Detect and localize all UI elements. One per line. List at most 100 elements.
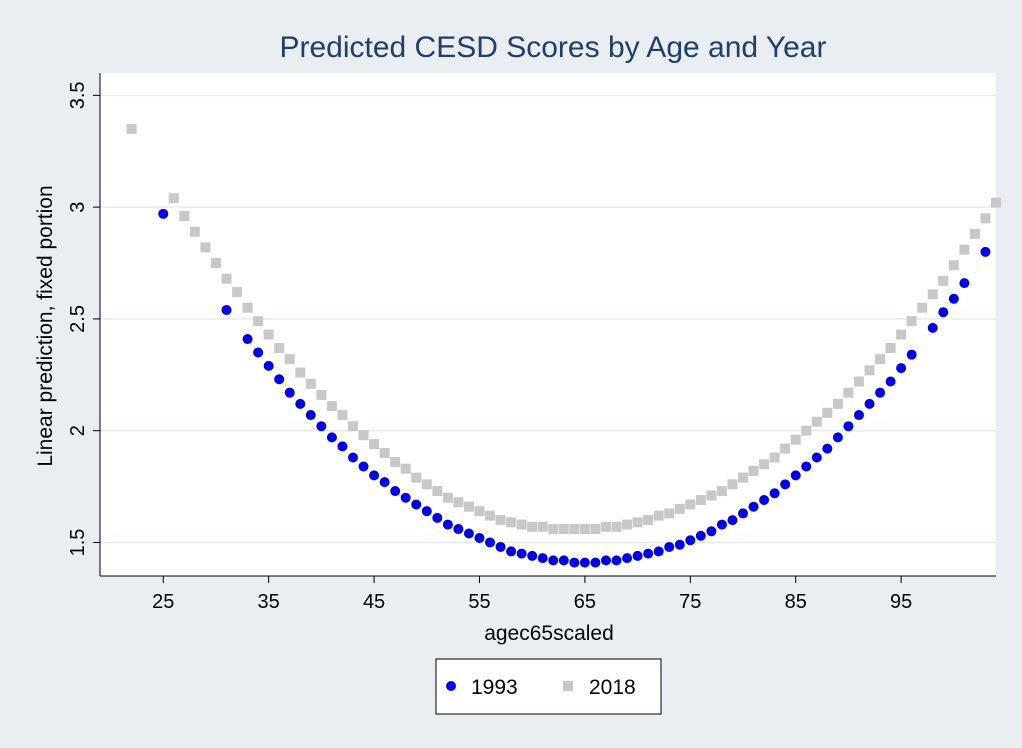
data-point-2018: [463, 501, 474, 512]
data-point-2018: [453, 497, 464, 508]
data-point-1993: [674, 539, 685, 550]
data-point-2018: [875, 354, 886, 365]
data-point-2018: [263, 329, 274, 340]
data-point-1993: [242, 334, 253, 345]
data-point-2018: [927, 289, 938, 300]
data-point-2018: [379, 448, 390, 459]
data-point-1993: [590, 557, 601, 568]
data-point-1993: [369, 470, 380, 481]
data-point-2018: [980, 213, 991, 224]
data-point-1993: [653, 546, 664, 557]
data-point-1993: [927, 322, 938, 333]
data-point-1993: [843, 421, 854, 432]
data-point-2018: [295, 367, 306, 378]
data-point-2018: [801, 425, 812, 436]
data-point-1993: [347, 452, 358, 463]
data-point-2018: [759, 459, 770, 470]
data-point-2018: [442, 492, 453, 503]
data-point-2018: [695, 494, 706, 505]
data-point-2018: [600, 521, 611, 532]
data-point-2018: [906, 316, 917, 327]
data-point-1993: [938, 307, 949, 318]
data-point-2018: [516, 519, 527, 530]
data-point-2018: [569, 524, 580, 535]
data-point-1993: [295, 398, 306, 409]
data-point-2018: [253, 316, 264, 327]
data-point-2018: [179, 211, 190, 222]
x-tick-label: 45: [363, 591, 385, 613]
data-point-1993: [822, 443, 833, 454]
data-point-1993: [738, 508, 749, 519]
data-point-2018: [527, 521, 538, 532]
data-point-1993: [801, 461, 812, 472]
data-point-1993: [305, 410, 316, 421]
data-point-1993: [537, 553, 548, 564]
y-axis-label: Linear prediction, fixed portion: [34, 185, 57, 466]
data-point-1993: [421, 506, 432, 517]
plot-area: [100, 73, 996, 576]
data-point-1993: [263, 360, 274, 371]
chart-title: Predicted CESD Scores by Age and Year: [279, 31, 826, 64]
data-point-1993: [864, 398, 875, 409]
data-point-1993: [569, 557, 580, 568]
data-point-2018: [738, 472, 749, 483]
data-point-2018: [885, 342, 896, 353]
data-point-1993: [685, 535, 696, 546]
data-point-1993: [411, 499, 422, 510]
data-point-1993: [896, 363, 907, 374]
data-point-1993: [474, 532, 485, 543]
data-point-1993: [664, 541, 675, 552]
data-point-1993: [980, 246, 991, 257]
data-point-1993: [432, 512, 443, 523]
data-point-2018: [558, 524, 569, 535]
data-point-1993: [716, 519, 727, 530]
data-point-1993: [485, 537, 496, 548]
data-point-2018: [991, 197, 1001, 208]
x-tick-label: 85: [785, 591, 807, 613]
data-point-2018: [938, 275, 949, 286]
legend-marker-1993: [446, 681, 456, 691]
data-point-2018: [706, 490, 717, 501]
x-tick-label: 35: [258, 591, 280, 613]
data-point-1993: [358, 461, 369, 472]
axes: 25 35 45 55 65 75 85 95 1.5 2 2.5 3 3.5: [67, 73, 996, 613]
data-point-2018: [421, 479, 432, 490]
data-point-1993: [274, 374, 285, 385]
x-tick-label: 55: [468, 591, 490, 613]
data-point-1993: [695, 530, 706, 541]
data-point-1993: [611, 555, 622, 566]
legend-box: [435, 658, 662, 715]
data-point-1993: [453, 524, 464, 535]
data-point-1993: [337, 441, 348, 452]
data-point-1993: [506, 546, 517, 557]
data-points: [126, 123, 1001, 568]
data-point-2018: [790, 434, 801, 445]
data-point-2018: [337, 410, 348, 421]
data-point-1993: [548, 555, 559, 566]
legend: 1993 2018: [435, 658, 662, 715]
data-point-1993: [832, 432, 843, 443]
data-point-2018: [316, 389, 327, 400]
data-point-1993: [748, 501, 759, 512]
y-tick-label: 3: [67, 202, 89, 213]
data-point-2018: [495, 515, 506, 526]
x-tick-label: 65: [574, 591, 596, 613]
data-point-2018: [843, 387, 854, 398]
data-point-2018: [200, 242, 211, 253]
data-point-1993: [632, 550, 643, 561]
data-point-1993: [463, 528, 474, 539]
data-point-1993: [558, 555, 569, 566]
y-tick-label: 3.5: [67, 81, 89, 109]
data-point-1993: [622, 553, 633, 564]
data-point-1993: [959, 278, 970, 289]
data-point-2018: [917, 302, 928, 313]
x-tick-label: 95: [890, 591, 912, 613]
data-point-2018: [632, 517, 643, 528]
data-point-2018: [347, 421, 358, 432]
data-point-1993: [769, 488, 780, 499]
data-point-2018: [822, 407, 833, 418]
data-point-1993: [442, 519, 453, 530]
data-point-2018: [274, 342, 285, 353]
data-point-2018: [232, 287, 243, 298]
